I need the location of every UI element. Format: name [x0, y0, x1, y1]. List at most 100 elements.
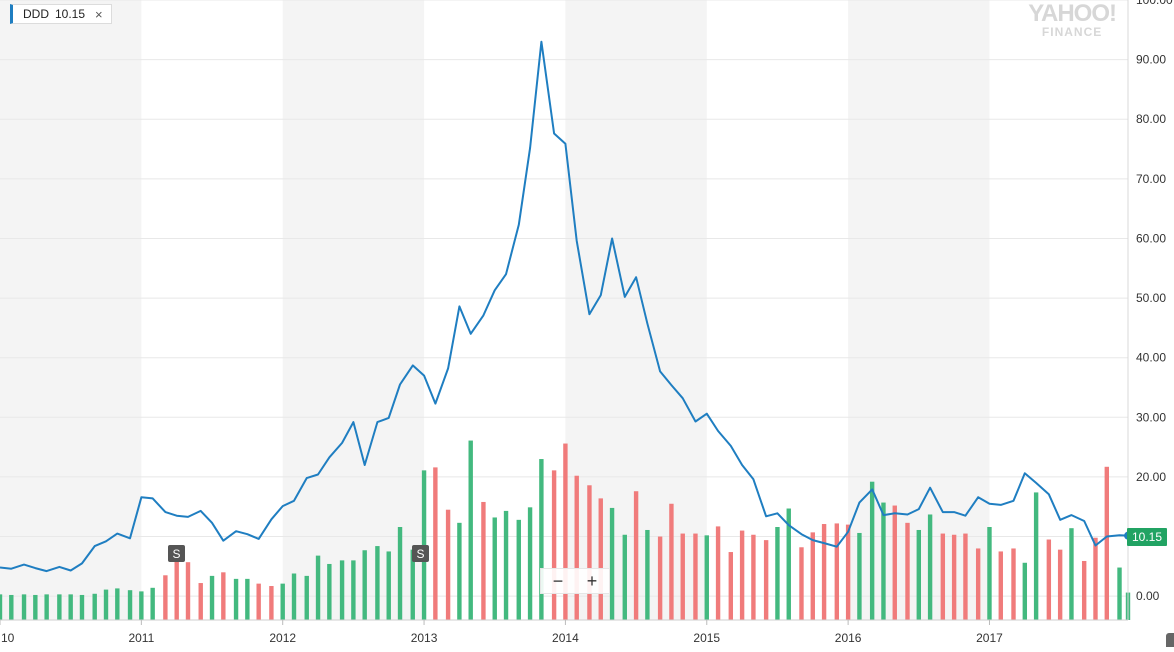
volume-bar — [445, 509, 451, 620]
volume-bar — [728, 552, 733, 620]
volume-bar — [881, 502, 886, 620]
volume-bar — [751, 534, 756, 620]
volume-bar — [139, 591, 144, 620]
series-last-value: 10.15 — [55, 7, 86, 21]
volume-bar — [185, 562, 191, 620]
volume-bar — [163, 575, 168, 620]
y-tick-label: 30.00 — [1136, 410, 1166, 424]
volume-bar — [551, 470, 557, 620]
volume-bar — [645, 529, 650, 620]
y-tick-label: 50.00 — [1136, 291, 1166, 305]
x-tick-label: 10 — [1, 631, 15, 645]
volume-bar — [527, 507, 533, 620]
volume-bar — [693, 533, 698, 620]
volume-bar — [963, 533, 968, 620]
volume-bar — [799, 547, 804, 620]
price-line — [0, 40, 1129, 573]
volume-bar — [351, 560, 356, 620]
y-tick-label: 100.00 — [1136, 0, 1173, 7]
volume-bar — [0, 594, 3, 620]
volume-bar — [92, 593, 97, 620]
volume-bar — [127, 590, 133, 620]
volume-bar — [256, 583, 261, 620]
volume-bar — [680, 533, 685, 620]
y-tick-label: 60.00 — [1136, 231, 1166, 245]
volume-bar — [291, 573, 297, 620]
volume-bar — [457, 522, 462, 620]
yahoo-finance-watermark: YAHOO! FINANCE — [1028, 0, 1117, 39]
volume-bar — [587, 485, 592, 620]
volume-bar — [704, 535, 709, 620]
volume-bar — [715, 526, 721, 620]
volume-bar — [975, 548, 981, 620]
volume-bar — [834, 523, 840, 620]
volume-bar — [1104, 466, 1109, 620]
volume-bar — [327, 563, 332, 620]
x-tick-label: 2011 — [128, 631, 154, 645]
volume-bar — [563, 443, 568, 620]
volume-bar — [68, 594, 73, 620]
volume-bar — [916, 529, 921, 620]
volume-bar — [516, 519, 521, 620]
x-tick-label: 2015 — [693, 631, 720, 645]
y-tick-label: 90.00 — [1136, 53, 1166, 67]
x-tick-label: 2017 — [976, 631, 1003, 645]
zoom-out-button[interactable]: − — [552, 570, 564, 591]
volume-bar — [115, 588, 120, 620]
x-tick-label: 2012 — [269, 631, 296, 645]
y-tick-label: 80.00 — [1136, 112, 1166, 126]
year-band — [848, 0, 990, 620]
volume-bar — [174, 550, 179, 620]
volume-bar — [1093, 537, 1098, 620]
volume-bar — [21, 594, 27, 620]
x-tick-label: 2013 — [411, 631, 438, 645]
close-icon[interactable]: × — [95, 6, 103, 22]
volume-bar — [33, 594, 38, 620]
volume-bar — [386, 551, 391, 620]
volume-bar — [209, 575, 215, 620]
volume-bar — [375, 546, 380, 620]
volume-bar — [905, 522, 910, 620]
volume-bar — [9, 594, 14, 620]
volume-bar — [845, 524, 851, 620]
volume-bar — [304, 575, 309, 620]
y-tick-label: 20.00 — [1136, 470, 1166, 484]
volume-bar — [892, 505, 897, 620]
scroll-handle[interactable] — [1166, 633, 1174, 647]
volume-bar — [539, 459, 544, 620]
volume-bar — [810, 532, 815, 620]
volume-bar — [1046, 539, 1052, 620]
volume-bar — [609, 507, 615, 620]
volume-bar — [233, 578, 239, 620]
volume-bar — [492, 517, 497, 620]
series-legend-chip[interactable]: DDD 10.15 × — [10, 4, 112, 24]
split-event-marker[interactable]: S — [168, 545, 185, 562]
volume-bar — [775, 527, 780, 620]
volume-bar — [315, 555, 321, 620]
watermark-line1: YAHOO! — [1028, 0, 1117, 27]
y-tick-label: 0.00 — [1136, 589, 1160, 603]
volume-bar — [574, 475, 579, 620]
current-price-tag: 10.15 — [1127, 528, 1168, 546]
volume-bar — [468, 440, 473, 620]
volume-bar — [1057, 549, 1063, 620]
y-tick-label: 70.00 — [1136, 172, 1166, 186]
volume-bar — [410, 549, 415, 620]
volume-bar — [397, 527, 403, 620]
volume-bar — [951, 534, 957, 620]
zoom-in-button[interactable]: + — [586, 570, 598, 591]
volume-bar — [657, 536, 663, 620]
volume-bar — [433, 467, 438, 620]
volume-bar — [927, 514, 933, 620]
x-tick-label: 2016 — [835, 631, 862, 645]
volume-bar — [150, 587, 155, 620]
x-tick-label: 2014 — [552, 631, 579, 645]
volume-bar — [821, 524, 827, 620]
volume-bar — [1033, 492, 1039, 620]
volume-bar — [622, 534, 627, 620]
split-event-marker[interactable]: S — [412, 545, 429, 562]
volume-bar — [44, 594, 49, 620]
volume-bar — [362, 550, 367, 620]
